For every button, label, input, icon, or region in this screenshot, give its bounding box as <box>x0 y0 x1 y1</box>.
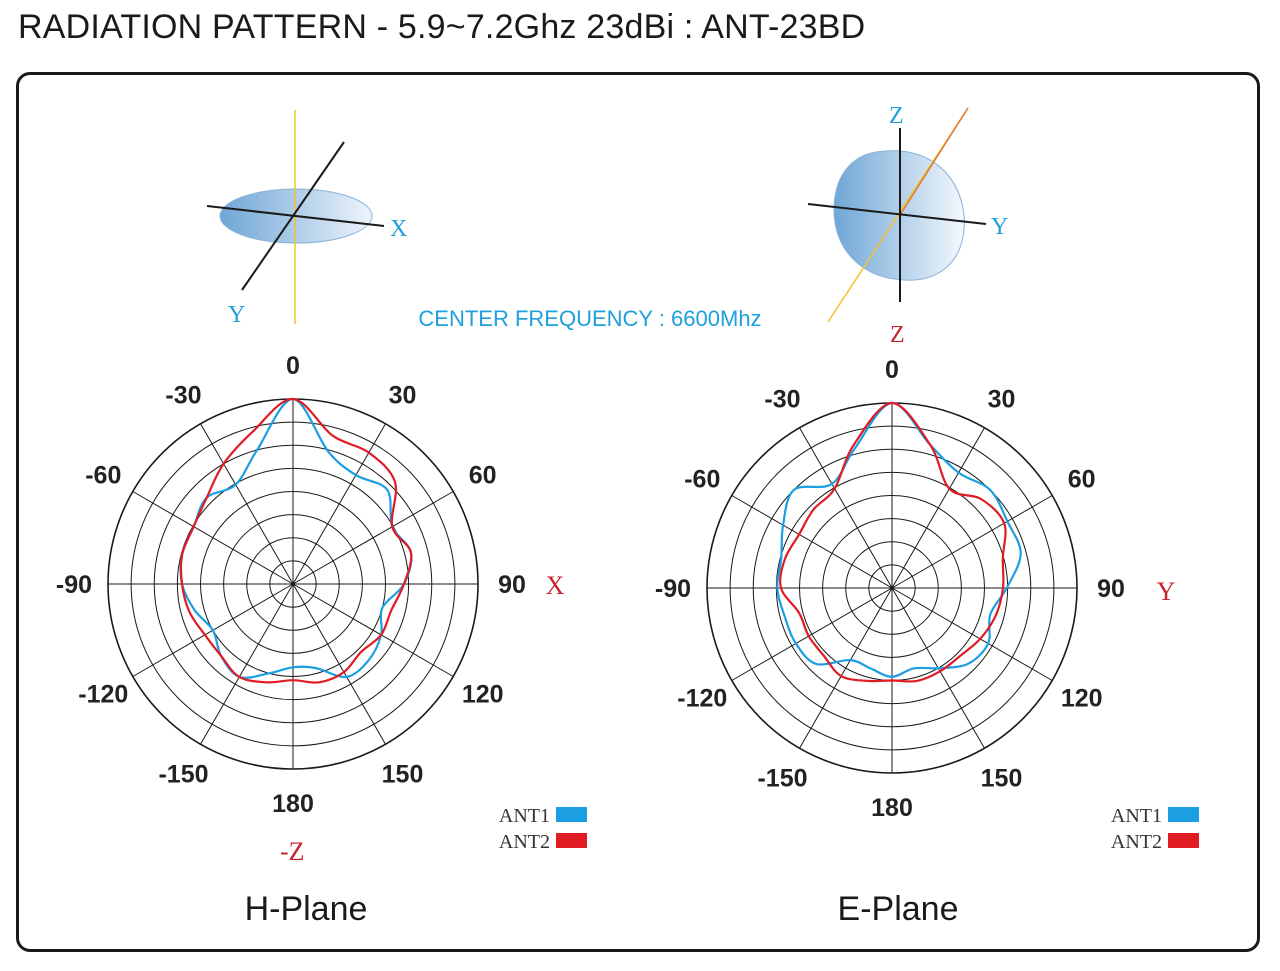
polar-grid-spoke <box>292 423 386 585</box>
angle-tick-label: 120 <box>462 681 504 709</box>
angle-tick-label: 150 <box>981 765 1023 793</box>
series-line-ant1 <box>776 401 1022 678</box>
e-plane-axis-diagram: Z Y Z <box>807 103 1008 348</box>
plane-side-axis-label: X <box>546 571 565 600</box>
angle-tick-label: 60 <box>469 462 497 490</box>
angle-tick-label: -60 <box>85 462 121 490</box>
angle-tick-label: 30 <box>988 385 1016 413</box>
e-plane-y-label: Y <box>991 214 1008 240</box>
polar-grid-spoke <box>200 423 294 585</box>
page-title: RADIATION PATTERN - 5.9~7.2Ghz 23dBi : A… <box>18 8 866 46</box>
h-plane-x-label: X <box>390 216 407 242</box>
polar-grid-spoke <box>292 491 454 585</box>
legend-label: ANT1 <box>499 805 550 827</box>
polar-grid-spoke <box>799 427 893 589</box>
polar-grid-spoke <box>891 427 985 589</box>
h-plane-y-label: Y <box>228 302 245 328</box>
polar-grid-spoke <box>731 587 893 681</box>
e-plane-y-axis <box>807 203 987 225</box>
legend-label: ANT2 <box>1111 831 1162 853</box>
h-plane-title: H-Plane <box>244 890 368 928</box>
angle-tick-label: -120 <box>78 681 128 709</box>
angle-tick-label: 90 <box>498 571 526 599</box>
angle-tick-label: -30 <box>764 385 800 413</box>
polar-grid-spoke <box>799 587 893 749</box>
angle-tick-label: -120 <box>677 685 727 713</box>
legend-label: ANT2 <box>499 831 550 853</box>
angle-tick-label: 30 <box>389 381 417 409</box>
polar-grid-spoke <box>292 583 386 745</box>
e-plane-polar-chart: 0 30 60 90 120 150 180 -150 -120 -90 -60 -30 Y ANT1 AN… <box>655 356 1199 853</box>
center-frequency-label: CENTER FREQUENCY : 6600Mhz <box>418 306 762 331</box>
angle-tick-label: 180 <box>272 790 314 818</box>
angle-tick-label: -90 <box>655 575 691 603</box>
plane-side-axis-label: Y <box>1157 577 1176 606</box>
angle-tick-label: 90 <box>1097 575 1125 603</box>
series-line-ant2 <box>179 397 413 684</box>
angle-tick-label: -150 <box>158 761 208 789</box>
angle-tick-label: -150 <box>757 765 807 793</box>
legend-label: ANT1 <box>1111 805 1162 827</box>
series-line-ant1 <box>179 397 413 679</box>
legend-swatch-ant1 <box>1168 807 1199 822</box>
polar-grid-spoke <box>731 495 893 589</box>
e-plane-title: E-Plane <box>837 890 959 928</box>
polar-grid-spoke <box>891 495 1053 589</box>
angle-tick-label: 180 <box>871 794 913 822</box>
angle-tick-label: 60 <box>1068 466 1096 494</box>
e-plane-diagonal-axis-high <box>899 107 969 216</box>
series-line-ant2 <box>779 401 1007 683</box>
e-plane-z-top-label: Z <box>889 103 904 129</box>
h-plane-axis-diagram: X Y <box>206 110 407 328</box>
legend-swatch-ant2 <box>556 833 587 848</box>
angle-tick-label: 120 <box>1061 685 1103 713</box>
h-plane-x-axis <box>206 205 385 227</box>
h-plane-polar-chart: 0 30 60 90 120 150 180 -150 -120 -90 -60 -30 X -Z ANT1… <box>56 352 587 866</box>
polar-grid-spoke <box>132 491 294 585</box>
polar-grid-spoke <box>891 587 1053 681</box>
legend-swatch-ant2 <box>1168 833 1199 848</box>
e-plane-z-bottom-label: Z <box>890 322 905 348</box>
plane-bottom-axis-label: -Z <box>280 837 305 866</box>
polar-grid-spoke <box>292 583 454 677</box>
chart-frame <box>16 72 1260 952</box>
angle-tick-label: -30 <box>165 381 201 409</box>
polar-grid-spoke <box>200 583 294 745</box>
angle-tick-label: 0 <box>885 356 899 384</box>
h-plane-y-axis <box>241 141 345 291</box>
angle-tick-label: 0 <box>286 352 300 380</box>
angle-tick-label: 150 <box>382 761 424 789</box>
angle-tick-label: -90 <box>56 571 92 599</box>
legend-swatch-ant1 <box>556 807 587 822</box>
angle-tick-label: -60 <box>684 466 720 494</box>
